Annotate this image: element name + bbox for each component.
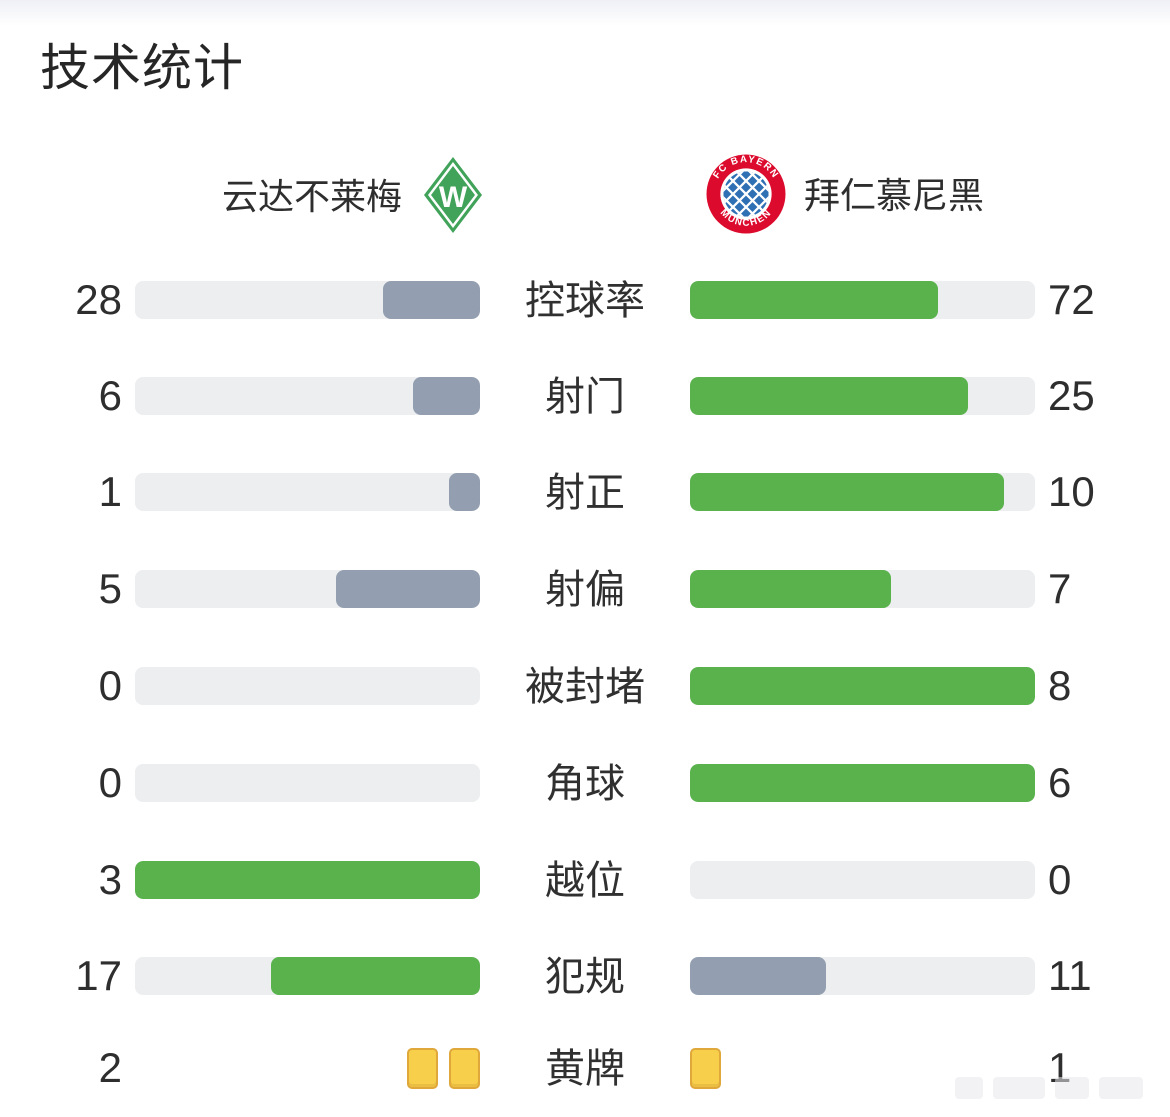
bayern-munich-logo-icon: FC BAYERN MÜNCHEN [706, 154, 786, 239]
home-bar-track [135, 861, 480, 899]
home-yellow-cards [135, 1047, 480, 1089]
away-bar-fill [690, 570, 892, 608]
stat-label: 角球 [545, 762, 625, 806]
svg-text:W: W [439, 181, 468, 214]
away-yellow-cards [690, 1047, 1035, 1089]
stat-row-offside: 3 越位 0 [0, 856, 1170, 904]
home-bar-track [135, 377, 480, 415]
stat-row-possession: 28 控球率 72 [0, 276, 1170, 324]
home-value: 3 [98, 856, 122, 903]
stat-row-shots-on-target: 1 射正 10 [0, 468, 1170, 516]
home-team-header: 云达不莱梅 W [0, 156, 482, 238]
away-bar-fill [690, 957, 826, 995]
stat-label: 越位 [545, 859, 625, 903]
home-value: 28 [75, 276, 122, 323]
away-value: 10 [1048, 468, 1095, 515]
stat-label: 射偏 [545, 568, 625, 612]
top-gradient-band [0, 0, 1170, 26]
away-value: 6 [1048, 759, 1072, 806]
away-bar-track [690, 281, 1035, 319]
stat-row-corners: 0 角球 6 [0, 759, 1170, 807]
stat-row-fouls: 17 犯规 11 [0, 952, 1170, 1000]
stat-row-blocked: 0 被封堵 8 [0, 662, 1170, 710]
home-bar-track [135, 473, 480, 511]
stat-row-shots-off-target: 5 射偏 7 [0, 565, 1170, 613]
home-value: 0 [98, 662, 122, 709]
page-title: 技术统计 [40, 40, 244, 96]
home-value: 1 [98, 468, 122, 515]
away-value: 11 [1048, 952, 1092, 999]
away-bar-track [690, 570, 1035, 608]
home-bar-fill [383, 281, 480, 319]
home-bar-fill [448, 473, 480, 511]
away-bar-track [690, 957, 1035, 995]
stat-row-yellow-cards: 2 黄牌 1 [0, 1044, 1170, 1092]
away-team-header: FC BAYERN MÜNCHEN 拜仁慕尼黑 [706, 154, 985, 239]
werder-bremen-logo-icon: W [424, 156, 482, 238]
home-value: 5 [98, 565, 122, 612]
away-bar-track [690, 861, 1035, 899]
away-bar-fill [690, 377, 969, 415]
stat-row-shots: 6 射门 25 [0, 372, 1170, 420]
home-bar-fill [413, 377, 480, 415]
away-value: 25 [1048, 372, 1095, 419]
away-value: 0 [1048, 856, 1072, 903]
away-bar-fill [690, 764, 1035, 802]
home-bar-track [135, 281, 480, 319]
stat-label: 被封堵 [525, 665, 645, 709]
yellow-card-icon [449, 1047, 480, 1089]
away-value: 8 [1048, 662, 1072, 709]
home-team-name: 云达不莱梅 [221, 176, 402, 217]
home-value: 0 [98, 759, 122, 806]
home-bar-fill [135, 861, 480, 899]
away-bar-track [690, 473, 1035, 511]
yellow-card-icon [690, 1047, 721, 1089]
away-team-name: 拜仁慕尼黑 [804, 175, 985, 216]
stat-label: 犯规 [545, 955, 625, 999]
stat-label: 控球率 [525, 279, 645, 323]
away-value: 7 [1048, 565, 1072, 612]
home-bar-track [135, 667, 480, 705]
home-value: 2 [98, 1044, 122, 1091]
watermark [955, 1072, 1155, 1104]
home-value: 17 [75, 952, 122, 999]
stat-label: 射门 [545, 375, 625, 419]
away-bar-track [690, 667, 1035, 705]
stat-label: 射正 [545, 471, 625, 515]
home-value: 6 [98, 372, 122, 419]
away-value: 72 [1048, 276, 1095, 323]
home-bar-fill [270, 957, 480, 995]
home-bar-track [135, 570, 480, 608]
away-bar-track [690, 764, 1035, 802]
home-bar-track [135, 957, 480, 995]
home-bar-track [135, 764, 480, 802]
away-bar-track [690, 377, 1035, 415]
home-bar-fill [336, 570, 480, 608]
stat-label: 黄牌 [545, 1047, 625, 1091]
away-bar-fill [690, 281, 939, 319]
yellow-card-icon [407, 1047, 438, 1089]
away-bar-fill [690, 473, 1004, 511]
away-bar-fill [690, 667, 1035, 705]
